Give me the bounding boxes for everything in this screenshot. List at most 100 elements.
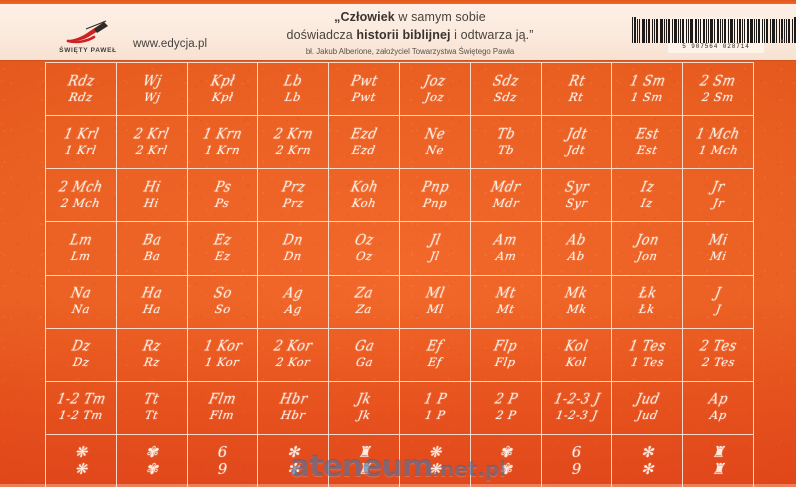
grid-cell: 1 Mch 1 Mch — [683, 116, 754, 170]
cell-script-glyph: Jr — [710, 178, 727, 196]
barcode-bar — [716, 19, 719, 43]
grid-cell: 2 Kor 2 Kor — [258, 328, 330, 382]
grid-cell: Oz Oz — [329, 222, 400, 276]
grid-cell: Dz Dz — [46, 328, 117, 382]
barcode-bar — [720, 19, 722, 43]
barcode-bar — [637, 19, 639, 43]
cell-script-glyph: Ezd — [349, 125, 379, 143]
barcode-bar — [758, 19, 761, 43]
cell-abbreviation: Lb — [284, 89, 303, 104]
cell-abbreviation: Jr — [711, 195, 725, 210]
barcode-bar — [690, 19, 694, 43]
barcode-bar — [786, 19, 788, 43]
cell-abbreviation: Ba — [142, 248, 162, 263]
cell-script-glyph: Ez — [212, 231, 233, 249]
cell-abbreviation: Pwt — [351, 89, 378, 104]
barcode-bar — [766, 19, 769, 43]
barcode-bar — [741, 19, 743, 43]
cell-script-glyph: Rz — [141, 338, 163, 356]
cell-abbreviation: 2 Sm — [701, 89, 736, 104]
cell-script-glyph: ✻ — [287, 442, 300, 461]
cell-abbreviation: 1 Tes — [629, 355, 666, 370]
cell-script-glyph: 2 P — [492, 391, 519, 409]
cell-script-glyph: ✻ — [641, 442, 654, 461]
cell-script-glyph: Jud — [634, 391, 661, 409]
grid-cell: ✾ ✾ — [116, 434, 188, 487]
barcode-bar — [710, 19, 714, 43]
quote-part-a: doświadcza — [286, 28, 357, 42]
cell-abbreviation: 9 — [217, 459, 228, 478]
grid-cell: Jr Jr — [683, 169, 754, 223]
cell-abbreviation: Prz — [281, 195, 306, 210]
cell-script-glyph: Jl — [428, 231, 442, 249]
cell-abbreviation: Jk — [356, 408, 372, 423]
cell-script-glyph: 1 Tes — [627, 338, 668, 356]
grid-cell: ❋ ❋ — [400, 434, 471, 487]
cell-script-glyph: Prz — [280, 178, 307, 196]
cell-script-glyph: 1 Krn — [201, 125, 244, 143]
cell-abbreviation: 2 Krl — [134, 142, 169, 157]
cell-script-glyph: ❋ — [74, 442, 88, 461]
cell-script-glyph: Rdz — [66, 72, 96, 90]
website-link[interactable]: www.edycja.pl — [133, 38, 208, 50]
cell-script-glyph: 2 Krn — [272, 125, 315, 143]
cell-script-glyph: Ab — [565, 231, 588, 249]
cell-abbreviation: Hbr — [279, 408, 307, 423]
barcode-bar — [699, 19, 701, 43]
cell-abbreviation: 2 Krn — [274, 142, 313, 157]
cell-abbreviation: So — [213, 302, 232, 317]
cell-abbreviation: 1-2-3 J — [554, 408, 599, 423]
cell-script-glyph: Ga — [352, 338, 376, 356]
cell-abbreviation: Ne — [424, 142, 446, 157]
cell-script-glyph: Flm — [207, 391, 238, 409]
grid-cell: Tb Tb — [470, 116, 542, 170]
quote-emphasis-1: „Człowiek — [334, 10, 395, 24]
grid-cell: Wj Wj — [116, 63, 188, 117]
barcode-bar — [682, 19, 685, 43]
cell-abbreviation: Rt — [568, 89, 585, 104]
cell-script-glyph: 1 Kor — [201, 338, 244, 356]
quote-rest-1: w samym sobie — [394, 10, 486, 24]
grid-cell: Tt Tt — [116, 381, 188, 435]
brand-logo: ŚWIĘTY PAWEŁ — [45, 12, 131, 54]
grid-cell: Flp Flp — [470, 328, 542, 382]
grid-cell: 2 Tes 2 Tes — [683, 328, 754, 382]
cell-script-glyph: Sdz — [491, 72, 521, 90]
cell-script-glyph: Est — [634, 125, 661, 143]
barcode-bar — [694, 19, 697, 43]
barcode-bar — [734, 19, 736, 43]
grid-cell: Ap Ap — [683, 381, 754, 435]
barcode-bar — [736, 19, 738, 43]
cell-script-glyph: Lm — [68, 231, 94, 249]
grid-cell: 1 Tes 1 Tes — [612, 328, 684, 382]
cell-abbreviation: Sdz — [493, 89, 519, 104]
cell-script-glyph: 2 Tes — [698, 338, 739, 356]
barcode-bar — [724, 19, 727, 43]
cell-abbreviation: Rdz — [67, 89, 95, 104]
cell-abbreviation: J — [714, 302, 722, 317]
quote-line-1: „Człowiek w samym sobie — [230, 8, 590, 26]
barcode-bar — [653, 19, 655, 43]
cell-script-glyph: Dn — [281, 231, 305, 249]
grid-cell: 2 Mch 2 Mch — [46, 169, 117, 223]
cell-script-glyph: Mdr — [489, 178, 523, 196]
barcode-bar — [783, 19, 785, 43]
cell-abbreviation: Jdt — [566, 142, 587, 157]
cell-script-glyph: 2 Sm — [698, 72, 738, 90]
grid-cell: Jon Jon — [612, 222, 684, 276]
cell-script-glyph: Flp — [492, 338, 519, 356]
cell-abbreviation: Ag — [283, 302, 303, 317]
grid-cell: Koh Koh — [329, 169, 400, 223]
cell-abbreviation: Dn — [283, 248, 304, 263]
cell-script-glyph: Mt — [494, 285, 518, 302]
grid-cell: Ab Ab — [541, 222, 613, 276]
cell-script-glyph: ♜ — [357, 442, 371, 461]
cell-script-glyph: Ap — [707, 391, 730, 409]
grid-cell: 1 Kor 1 Kor — [187, 328, 259, 382]
cell-script-glyph: Rt — [566, 72, 587, 90]
cell-abbreviation: Ps — [214, 195, 231, 210]
grid-cell: 2 Krn 2 Krn — [258, 116, 330, 170]
cell-script-glyph: Ba — [140, 231, 163, 249]
grid-cell: Rdz Rdz — [46, 63, 117, 117]
grid-cell: Kpł Kpł — [187, 63, 259, 117]
